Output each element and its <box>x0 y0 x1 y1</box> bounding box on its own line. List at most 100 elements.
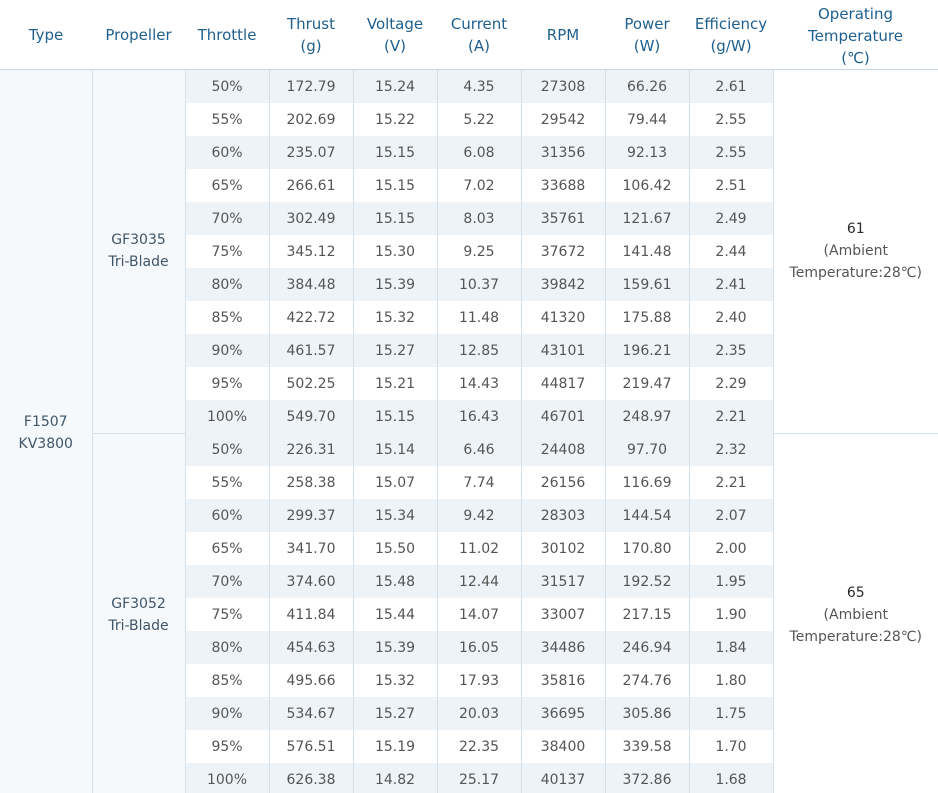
throttle-cell: 80% <box>185 631 270 664</box>
throttle-cell: 95% <box>185 367 270 400</box>
motor-type-line: KV3800 <box>18 436 73 452</box>
thrust-cell: 235.07 <box>269 136 354 169</box>
table-row: F1507 KV3800 GF3035 Tri-Blade 50% 172.79 15.24… <box>0 69 938 793</box>
motor-type-cell: F1507 KV3800 <box>0 69 93 793</box>
throttle-cell: 80% <box>185 268 270 301</box>
header-voltage-label: Voltage <box>366 14 424 33</box>
table-row: GF3052 Tri-Blade 50% 226.31 15.14 6.46 24408 97… <box>0 433 938 793</box>
thrust-cell: 576.51 <box>269 730 354 763</box>
power-cell: 92.13 <box>605 136 690 169</box>
ambient-temperature-note: (Ambient <box>823 606 888 623</box>
power-cell: 274.76 <box>605 664 690 697</box>
current-cell: 7.02 <box>437 169 522 202</box>
propeller-cell: GF3052 Tri-Blade <box>92 433 186 793</box>
propeller-line: GF3035 <box>111 232 166 249</box>
thrust-cell: 534.67 <box>269 697 354 730</box>
table-row: 100% 626.38 14.82 25.17 40137 372.86 1.68 <box>0 763 938 793</box>
thrust-cell: 299.37 <box>269 499 354 532</box>
efficiency-cell: 2.00 <box>689 532 774 565</box>
header-thrust-label: Thrust <box>286 14 336 33</box>
power-cell: 141.48 <box>605 235 690 268</box>
efficiency-cell: 2.40 <box>689 301 774 334</box>
rpm-cell: 36695 <box>521 697 606 730</box>
header-temperature: Operating Temperature (℃) <box>773 0 938 70</box>
rpm-cell: 46701 <box>521 400 606 433</box>
ambient-temperature-note: Temperature:28℃) <box>789 628 922 645</box>
voltage-cell: 15.32 <box>353 301 438 334</box>
rpm-cell: 38400 <box>521 730 606 763</box>
voltage-cell: 15.27 <box>353 334 438 367</box>
voltage-cell: 15.32 <box>353 664 438 697</box>
voltage-cell: 15.21 <box>353 367 438 400</box>
rpm-cell: 44817 <box>521 367 606 400</box>
voltage-cell: 15.39 <box>353 631 438 664</box>
voltage-cell: 15.50 <box>353 532 438 565</box>
header-propeller: Propeller <box>92 0 185 70</box>
header-thrust-unit: (g) <box>300 36 322 55</box>
thrust-cell: 549.70 <box>269 400 354 433</box>
efficiency-cell: 2.41 <box>689 268 774 301</box>
throttle-cell: 85% <box>185 664 270 697</box>
header-thrust: Thrust (g) <box>269 0 353 70</box>
table-row: 60% 235.07 15.15 6.08 31356 92.13 2.55 <box>0 136 938 169</box>
temperature-value: 65 <box>846 584 865 601</box>
rpm-cell: 24408 <box>521 433 606 466</box>
rpm-cell: 33007 <box>521 598 606 631</box>
thrust-cell: 411.84 <box>269 598 354 631</box>
current-cell: 14.07 <box>437 598 522 631</box>
throttle-cell: 90% <box>185 334 270 367</box>
table-row: 75% 411.84 15.44 14.07 33007 217.15 1.90 <box>0 598 938 631</box>
thrust-cell: 302.49 <box>269 202 354 235</box>
voltage-cell: 15.19 <box>353 730 438 763</box>
header-current: Current (A) <box>437 0 521 70</box>
header-current-label: Current <box>450 14 508 33</box>
power-cell: 219.47 <box>605 367 690 400</box>
rpm-cell: 28303 <box>521 499 606 532</box>
propeller-line: Tri-Blade <box>108 617 169 634</box>
power-cell: 372.86 <box>605 763 690 793</box>
throttle-cell: 100% <box>185 763 270 793</box>
efficiency-cell: 1.70 <box>689 730 774 763</box>
power-cell: 79.44 <box>605 103 690 136</box>
efficiency-cell: 2.51 <box>689 169 774 202</box>
power-cell: 121.67 <box>605 202 690 235</box>
throttle-cell: 70% <box>185 565 270 598</box>
power-cell: 196.21 <box>605 334 690 367</box>
throttle-cell: 60% <box>185 136 270 169</box>
efficiency-cell: 1.84 <box>689 631 774 664</box>
throttle-cell: 75% <box>185 598 270 631</box>
voltage-cell: 15.15 <box>353 400 438 433</box>
current-cell: 25.17 <box>437 763 522 793</box>
voltage-cell: 14.82 <box>353 763 438 793</box>
efficiency-cell: 2.49 <box>689 202 774 235</box>
voltage-cell: 15.34 <box>353 499 438 532</box>
table-row: 55% 202.69 15.22 5.22 29542 79.44 2.55 <box>0 103 938 136</box>
power-cell: 106.42 <box>605 169 690 202</box>
efficiency-cell: 2.55 <box>689 103 774 136</box>
table-row: 70% 302.49 15.15 8.03 35761 121.67 2.49 <box>0 202 938 235</box>
current-cell: 11.02 <box>437 532 522 565</box>
rpm-cell: 31356 <box>521 136 606 169</box>
efficiency-cell: 1.80 <box>689 664 774 697</box>
throttle-cell: 50% <box>185 69 270 103</box>
power-cell: 159.61 <box>605 268 690 301</box>
thrust-cell: 341.70 <box>269 532 354 565</box>
rpm-cell: 39842 <box>521 268 606 301</box>
table-row: 80% 384.48 15.39 10.37 39842 159.61 2.41 <box>0 268 938 301</box>
current-cell: 22.35 <box>437 730 522 763</box>
current-cell: 17.93 <box>437 664 522 697</box>
efficiency-cell: 2.44 <box>689 235 774 268</box>
efficiency-cell: 2.07 <box>689 499 774 532</box>
power-cell: 144.54 <box>605 499 690 532</box>
voltage-cell: 15.24 <box>353 69 438 103</box>
table-row: 80% 454.63 15.39 16.05 34486 246.94 1.84 <box>0 631 938 664</box>
thrust-cell: 502.25 <box>269 367 354 400</box>
thrust-cell: 495.66 <box>269 664 354 697</box>
thrust-cell: 345.12 <box>269 235 354 268</box>
header-throttle: Throttle <box>185 0 269 70</box>
voltage-cell: 15.48 <box>353 565 438 598</box>
current-cell: 6.46 <box>437 433 522 466</box>
ambient-temperature-note: Temperature:28℃) <box>789 265 922 282</box>
efficiency-cell: 2.21 <box>689 466 774 499</box>
rpm-cell: 40137 <box>521 763 606 793</box>
